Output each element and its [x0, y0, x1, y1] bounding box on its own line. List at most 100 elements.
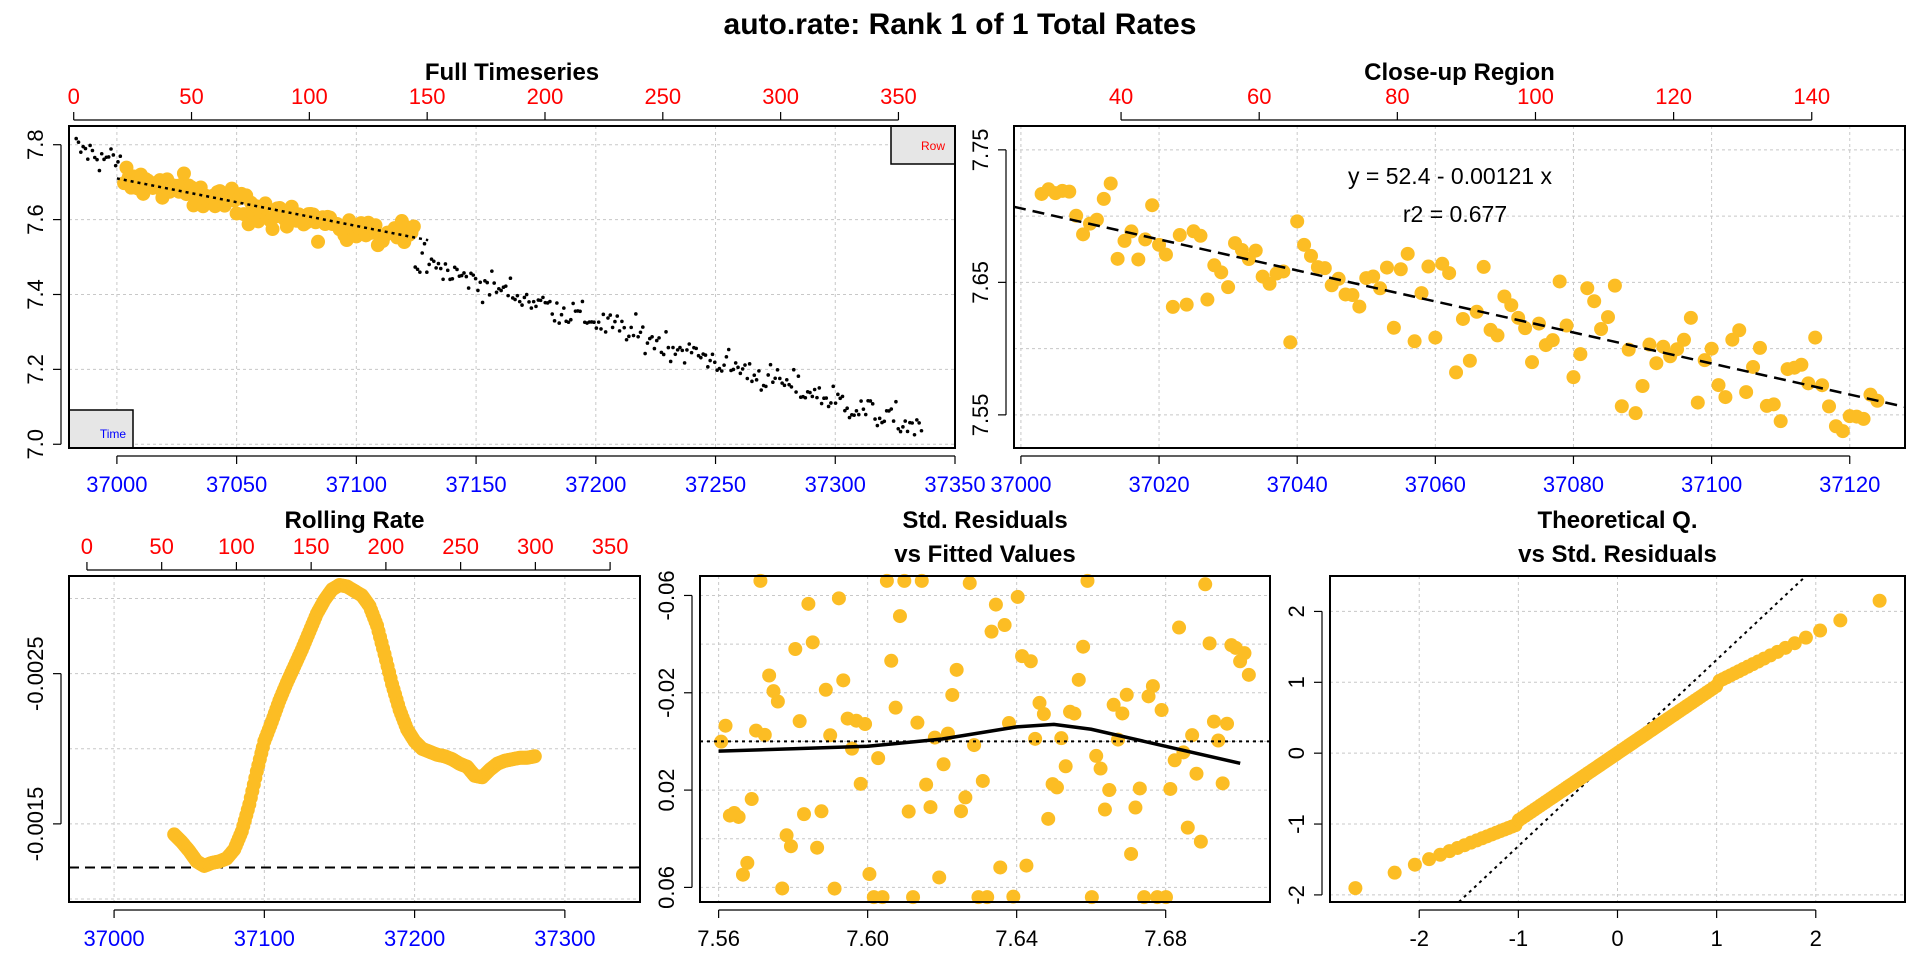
x-tick-label: 7.60 [846, 926, 889, 951]
data-point [1103, 176, 1118, 191]
small-point [780, 381, 784, 385]
resid-point [1054, 731, 1069, 746]
resid-panel-subtitle: vs Fitted Values [894, 541, 1075, 568]
small-point [438, 266, 443, 271]
y-tick-label: 7.4 [23, 279, 48, 310]
resid-point [749, 723, 764, 738]
small-point [441, 277, 445, 282]
y-tick-label: 7.55 [968, 393, 993, 436]
small-point [541, 295, 545, 300]
y-tick-label: -0.0015 [23, 787, 48, 862]
resid-point [775, 881, 790, 896]
highlight-point [265, 222, 280, 237]
resid-point [958, 790, 973, 805]
data-point [1676, 332, 1691, 347]
qq-point [1872, 593, 1887, 608]
top-tick-label: 50 [179, 84, 203, 109]
small-point [778, 376, 782, 381]
data-point [1421, 259, 1436, 274]
small-point [912, 433, 917, 437]
data-point [1732, 323, 1747, 338]
small-point [559, 312, 564, 317]
fit-line [1013, 205, 1906, 409]
small-point [685, 348, 689, 352]
small-point [731, 367, 736, 372]
small-point [719, 369, 724, 373]
small-point [524, 292, 529, 297]
small-point [415, 267, 420, 272]
top-tick-label: 350 [880, 84, 917, 109]
data-point [1428, 330, 1443, 345]
small-point [840, 394, 845, 399]
top-tick-label: 120 [1655, 84, 1692, 109]
small-point [843, 408, 847, 413]
resid-point [1185, 728, 1200, 743]
small-point [427, 262, 431, 267]
small-point [861, 407, 866, 411]
small-point [775, 368, 780, 372]
small-point [74, 136, 78, 141]
data-point [1089, 212, 1104, 227]
resid-point [1206, 714, 1221, 729]
resid-point [783, 839, 798, 854]
x-tick-label: -1 [1509, 926, 1529, 951]
full-x-axis: 37000 37050 37100 37150 37200 37250 37300 37350 [86, 455, 986, 497]
resid-point [831, 591, 846, 606]
data-point [1248, 243, 1263, 258]
rolling-grid [69, 576, 640, 902]
resid-point [823, 728, 838, 743]
resid-point [1115, 706, 1130, 721]
data-point [1469, 304, 1484, 319]
small-point [499, 288, 503, 293]
fit-r2: r2 = 0.677 [1403, 201, 1507, 227]
small-point [529, 306, 534, 310]
data-point [1407, 334, 1422, 349]
small-point [829, 401, 833, 405]
data-point [1815, 378, 1830, 393]
data-point [1455, 311, 1470, 326]
small-point [868, 399, 873, 403]
small-point [627, 334, 631, 339]
resid-point [1089, 748, 1104, 763]
resid-point [862, 867, 877, 882]
small-point [425, 270, 429, 275]
small-point [764, 384, 768, 389]
resid-point [1137, 890, 1152, 905]
small-point [666, 345, 671, 350]
data-point [1214, 265, 1229, 280]
data-point [1449, 365, 1464, 380]
y-tick-label: -0.02 [654, 668, 679, 718]
rolling-frame [68, 575, 641, 903]
data-point [1690, 395, 1705, 410]
resid-point [1124, 846, 1139, 861]
top-tick-label: 300 [762, 84, 799, 109]
x-tick-label: 37300 [534, 926, 595, 951]
resid-point [810, 840, 825, 855]
data-point [1614, 399, 1629, 414]
resid-point [792, 714, 807, 729]
resid-point [888, 700, 903, 715]
small-point [754, 378, 759, 382]
top-tick-label: 80 [1385, 84, 1409, 109]
qq-point [1387, 865, 1402, 880]
small-point [641, 325, 645, 329]
small-point [76, 140, 81, 145]
resid-point [766, 684, 781, 699]
small-point [903, 419, 908, 423]
resid-point [735, 867, 750, 882]
resid-point [949, 662, 964, 677]
small-point [650, 334, 654, 339]
resid-point [1080, 573, 1095, 588]
small-point [515, 293, 520, 298]
data-point [1462, 353, 1477, 368]
resid-point [919, 777, 934, 792]
top-tick-label: 200 [368, 534, 405, 559]
resid-point [1220, 716, 1235, 731]
data-point [1573, 347, 1588, 362]
qq-point [1422, 852, 1437, 867]
resid-points [714, 573, 1256, 905]
resid-point [818, 682, 833, 697]
qq-point [1407, 857, 1422, 872]
resid-point [975, 773, 990, 788]
